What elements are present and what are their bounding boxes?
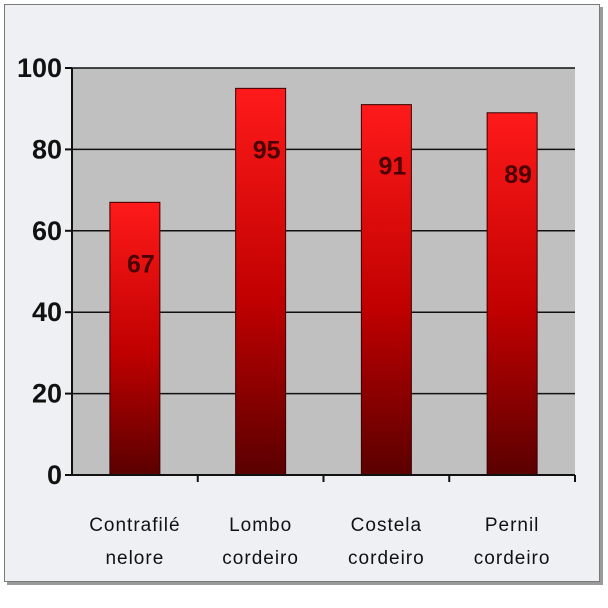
data-label: 89 — [504, 161, 532, 189]
bar — [360, 104, 412, 476]
data-label: 91 — [378, 153, 406, 181]
x-category-label: Costela — [351, 515, 422, 536]
y-tick-label: 40 — [32, 297, 62, 327]
x-category-label: nelore — [105, 548, 164, 569]
x-category-label: Pernil — [485, 515, 540, 536]
data-label: 67 — [127, 250, 155, 278]
x-category-label: cordeiro — [348, 548, 425, 569]
data-label: 95 — [253, 136, 281, 164]
x-category-label: cordeiro — [474, 548, 551, 569]
x-category-label: Lombo — [229, 515, 292, 536]
bar — [109, 201, 161, 476]
x-category-label: cordeiro — [222, 548, 299, 569]
y-tick-label: 20 — [32, 379, 62, 409]
y-tick-label: 100 — [17, 53, 62, 83]
bars — [109, 87, 538, 476]
bar — [235, 87, 287, 476]
x-category-label: Contrafilé — [89, 515, 180, 536]
y-tick-label: 0 — [47, 460, 62, 490]
bar — [486, 112, 538, 476]
data-labels: 67 95 91 89 — [127, 136, 532, 278]
y-tick-label: 80 — [32, 134, 62, 164]
y-tick-label: 60 — [32, 216, 62, 246]
axes: 0 20 40 60 80 100 Contrafilé nelore Lombo cordeir… — [17, 53, 576, 569]
